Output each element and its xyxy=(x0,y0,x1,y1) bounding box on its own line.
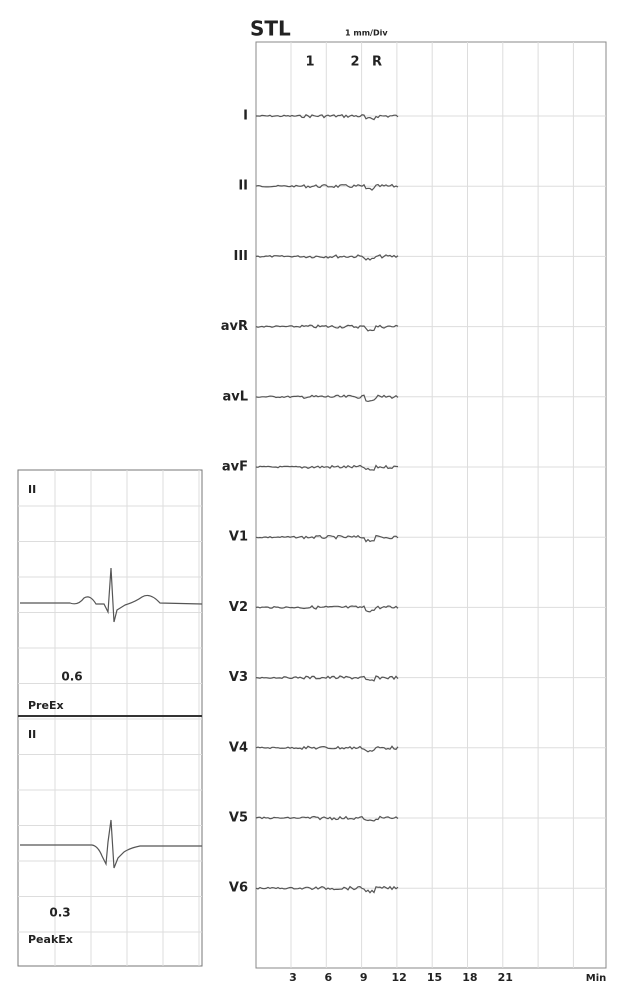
complex-frame xyxy=(17,469,203,967)
trend-frame xyxy=(255,41,607,969)
grid xyxy=(18,470,202,966)
x-axis: 3 6 9 12 15 18 21 Min xyxy=(289,971,606,984)
st-trace xyxy=(255,183,399,191)
x-tick-label: 3 xyxy=(289,971,297,984)
panel-label: PreEx xyxy=(28,699,64,712)
scale: 1 mm/Div xyxy=(345,29,388,38)
panel-label: PeakEx xyxy=(28,933,73,946)
st-trace xyxy=(255,605,399,613)
st-trace xyxy=(255,675,399,682)
lead-label: avR xyxy=(221,319,248,334)
lead-label: V1 xyxy=(229,530,248,545)
ecg-complex xyxy=(20,567,203,623)
st-trace xyxy=(255,464,399,471)
title: STL xyxy=(250,17,291,41)
marker: R xyxy=(372,55,382,70)
x-tick-label: 18 xyxy=(462,971,477,984)
st-trace xyxy=(255,254,399,261)
lead-label: I xyxy=(243,109,248,124)
marker: 1 xyxy=(305,55,314,70)
lead-label: V5 xyxy=(229,811,248,826)
x-tick-label: 15 xyxy=(427,971,442,984)
st-trace xyxy=(255,815,399,822)
st-trace xyxy=(255,394,399,403)
panel-lead: II xyxy=(28,728,36,741)
ecg-complex xyxy=(20,819,202,869)
lead-label: avL xyxy=(222,389,248,404)
lead-label: avF xyxy=(222,460,248,475)
st-trace xyxy=(255,745,399,753)
x-tick-label: 6 xyxy=(324,971,332,984)
x-unit: Min xyxy=(586,973,607,984)
marker: 2 xyxy=(350,55,359,70)
lead-label: V3 xyxy=(229,670,248,685)
x-tick-label: 21 xyxy=(498,971,513,984)
st-value: 0.3 xyxy=(49,906,70,920)
st-trace xyxy=(256,113,399,121)
st-trace xyxy=(255,324,399,332)
x-tick-label: 9 xyxy=(360,971,368,984)
panel-lead: II xyxy=(28,483,36,496)
lead-label: V2 xyxy=(229,600,248,615)
st-trace xyxy=(255,885,399,894)
st-trace xyxy=(255,534,399,543)
lead-label: V6 xyxy=(229,881,248,896)
st-value: 0.6 xyxy=(61,670,82,684)
grid xyxy=(290,42,574,968)
lead-label: III xyxy=(233,249,248,264)
lead-label: V4 xyxy=(229,740,248,755)
lead-label: II xyxy=(238,179,248,194)
x-tick-label: 12 xyxy=(391,971,406,984)
